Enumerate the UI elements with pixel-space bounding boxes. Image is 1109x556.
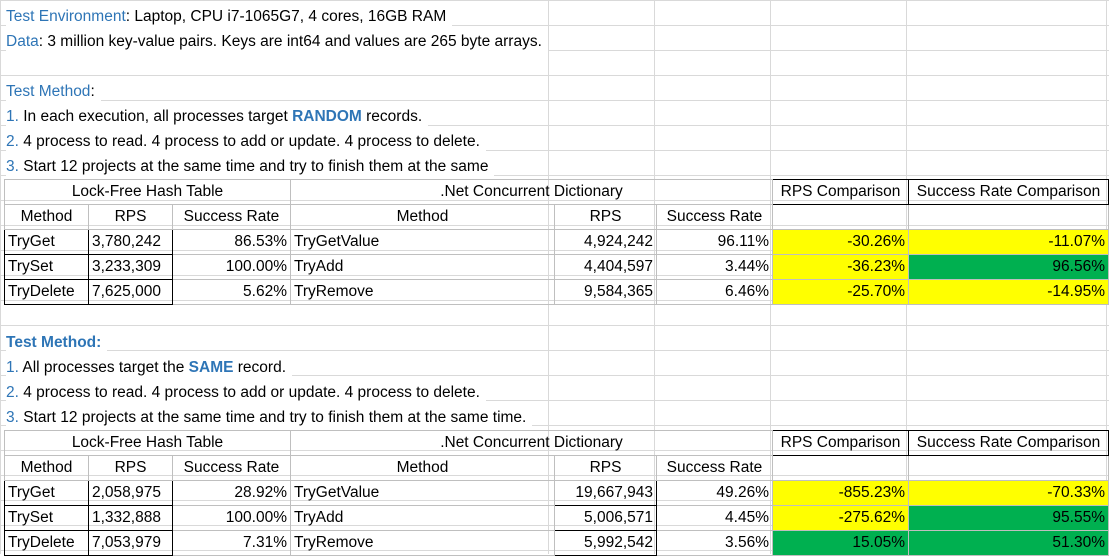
- section2-title: Test Method:: [6, 330, 108, 355]
- lockfree-group-header: Lock-Free Hash Table: [4, 179, 291, 205]
- cell-success-rate-2[interactable]: 3.56%: [656, 530, 773, 556]
- cell-method-2[interactable]: TryAdd: [290, 254, 555, 280]
- cell-success-rate-comparison[interactable]: -70.33%: [908, 480, 1109, 506]
- col-header-rps: RPS: [88, 455, 173, 481]
- cell-method[interactable]: TrySet: [4, 505, 89, 531]
- cell-rps-2[interactable]: 4,924,242: [554, 229, 657, 255]
- netdict-group-header: .Net Concurrent Dictionary: [290, 179, 773, 205]
- empty-cell: [908, 204, 1109, 230]
- table-row: TrySet 1,332,888 100.00% TryAdd 5,006,57…: [4, 505, 1109, 531]
- cell-method-2[interactable]: TryRemove: [290, 279, 555, 305]
- cell-rps-2[interactable]: 5,006,571: [554, 505, 657, 531]
- col-header-rps: RPS: [88, 204, 173, 230]
- cell-success-rate-2[interactable]: 49.26%: [656, 480, 773, 506]
- data-label: Data: [6, 33, 39, 50]
- column-header-row: Method RPS Success Rate Method RPS Succe…: [4, 204, 1109, 230]
- cell-success-rate-2[interactable]: 4.45%: [656, 505, 773, 531]
- cell-rps[interactable]: 2,058,975: [88, 480, 173, 506]
- cell-rps-comparison[interactable]: -30.26%: [772, 229, 909, 255]
- cell-success-rate[interactable]: 86.53%: [172, 229, 291, 255]
- cell-rps-comparison[interactable]: -36.23%: [772, 254, 909, 280]
- cell-rps-comparison[interactable]: -275.62%: [772, 505, 909, 531]
- section2-step-3: 3. Start 12 projects at the same time an…: [6, 405, 533, 430]
- cell-rps[interactable]: 3,233,309: [88, 254, 173, 280]
- col-header-success-rate-2: Success Rate: [656, 204, 773, 230]
- col-header-success-rate: Success Rate: [172, 455, 291, 481]
- col-header-method: Method: [4, 455, 89, 481]
- cell-rps-comparison[interactable]: -855.23%: [772, 480, 909, 506]
- cell-success-rate-comparison[interactable]: 51.30%: [908, 530, 1109, 556]
- table-row: TrySet 3,233,309 100.00% TryAdd 4,404,59…: [4, 254, 1109, 280]
- empty-cell: [772, 455, 909, 481]
- cell-method-2[interactable]: TryRemove: [290, 530, 555, 556]
- test-environment-text: : Laptop, CPU i7-1065G7, 4 cores, 16GB R…: [125, 8, 447, 25]
- rps-comparison-header: RPS Comparison: [772, 179, 909, 205]
- section1-table: Lock-Free Hash Table .Net Concurrent Dic…: [4, 179, 1109, 305]
- lockfree-group-header: Lock-Free Hash Table: [4, 430, 291, 456]
- table-row: TryDelete 7,053,979 7.31% TryRemove 5,99…: [4, 530, 1109, 556]
- cell-method[interactable]: TryDelete: [4, 530, 89, 556]
- cell-method-2[interactable]: TryGetValue: [290, 480, 555, 506]
- test-environment-line: Test Environment: Laptop, CPU i7-1065G7,…: [6, 4, 453, 29]
- empty-cell: [772, 204, 909, 230]
- cell-method[interactable]: TrySet: [4, 254, 89, 280]
- table-row: TryGet 2,058,975 28.92% TryGetValue 19,6…: [4, 480, 1109, 506]
- cell-method-2[interactable]: TryAdd: [290, 505, 555, 531]
- data-text: : 3 million key-value pairs. Keys are in…: [38, 33, 542, 50]
- cell-method[interactable]: TryDelete: [4, 279, 89, 305]
- cell-method-2[interactable]: TryGetValue: [290, 229, 555, 255]
- col-header-method: Method: [4, 204, 89, 230]
- cell-success-rate-comparison[interactable]: 96.56%: [908, 254, 1109, 280]
- cell-success-rate[interactable]: 5.62%: [172, 279, 291, 305]
- empty-cell: [908, 455, 1109, 481]
- table-row: TryGet 3,780,242 86.53% TryGetValue 4,92…: [4, 229, 1109, 255]
- cell-rps-2[interactable]: 19,667,943: [554, 480, 657, 506]
- col-header-rps-2: RPS: [554, 455, 657, 481]
- section1-step-1: 1. In each execution, all processes targ…: [6, 104, 429, 129]
- cell-success-rate-comparison[interactable]: -11.07%: [908, 229, 1109, 255]
- cell-rps[interactable]: 7,625,000: [88, 279, 173, 305]
- cell-rps-comparison[interactable]: 15.05%: [772, 530, 909, 556]
- cell-method[interactable]: TryGet: [4, 480, 89, 506]
- col-header-success-rate-2: Success Rate: [656, 455, 773, 481]
- cell-rps-2[interactable]: 9,584,365: [554, 279, 657, 305]
- column-header-row: Method RPS Success Rate Method RPS Succe…: [4, 455, 1109, 481]
- cell-success-rate[interactable]: 100.00%: [172, 254, 291, 280]
- data-line: Data: 3 million key-value pairs. Keys ar…: [6, 29, 548, 54]
- col-header-success-rate: Success Rate: [172, 204, 291, 230]
- netdict-group-header: .Net Concurrent Dictionary: [290, 430, 773, 456]
- section2-table: Lock-Free Hash Table .Net Concurrent Dic…: [4, 430, 1109, 556]
- cell-method[interactable]: TryGet: [4, 229, 89, 255]
- col-header-method-2: Method: [290, 455, 555, 481]
- cell-rps[interactable]: 3,780,242: [88, 229, 173, 255]
- section1-step-2: 2. 4 process to read. 4 process to add o…: [6, 129, 486, 154]
- cell-rps-comparison[interactable]: -25.70%: [772, 279, 909, 305]
- table-row: TryDelete 7,625,000 5.62% TryRemove 9,58…: [4, 279, 1109, 305]
- cell-success-rate-comparison[interactable]: -14.95%: [908, 279, 1109, 305]
- group-header-row: Lock-Free Hash Table .Net Concurrent Dic…: [4, 430, 1109, 456]
- rps-comparison-header: RPS Comparison: [772, 430, 909, 456]
- section2-step-1: 1. All processes target the SAME record.: [6, 355, 293, 380]
- success-rate-comparison-header: Success Rate Comparison: [908, 430, 1109, 456]
- cell-success-rate[interactable]: 100.00%: [172, 505, 291, 531]
- col-header-method-2: Method: [290, 204, 555, 230]
- section2-step-2: 2. 4 process to read. 4 process to add o…: [6, 380, 486, 405]
- section1-title: Test Method:: [6, 79, 101, 104]
- cell-success-rate-2[interactable]: 96.11%: [656, 229, 773, 255]
- cell-rps[interactable]: 1,332,888: [88, 505, 173, 531]
- success-rate-comparison-header: Success Rate Comparison: [908, 179, 1109, 205]
- cell-success-rate[interactable]: 7.31%: [172, 530, 291, 556]
- section1-step-3: 3. Start 12 projects at the same time an…: [6, 154, 495, 179]
- test-environment-label: Test Environment: [6, 8, 126, 25]
- cell-success-rate-2[interactable]: 6.46%: [656, 279, 773, 305]
- cell-rps[interactable]: 7,053,979: [88, 530, 173, 556]
- cell-success-rate-comparison[interactable]: 95.55%: [908, 505, 1109, 531]
- cell-rps-2[interactable]: 5,992,542: [554, 530, 657, 556]
- cell-success-rate[interactable]: 28.92%: [172, 480, 291, 506]
- cell-success-rate-2[interactable]: 3.44%: [656, 254, 773, 280]
- col-header-rps-2: RPS: [554, 204, 657, 230]
- cell-rps-2[interactable]: 4,404,597: [554, 254, 657, 280]
- group-header-row: Lock-Free Hash Table .Net Concurrent Dic…: [4, 179, 1109, 205]
